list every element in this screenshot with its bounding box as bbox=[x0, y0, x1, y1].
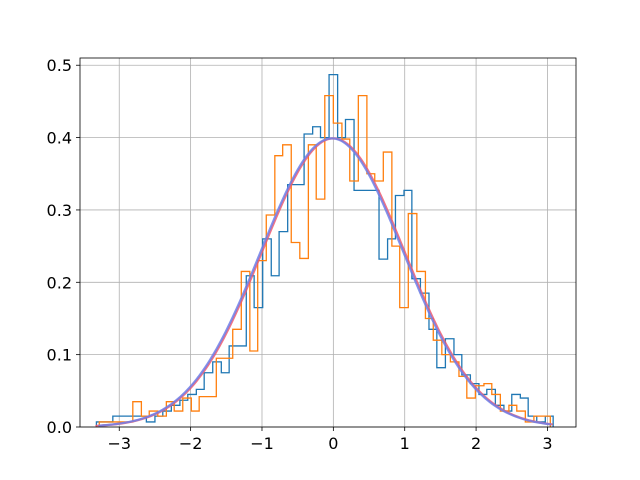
plot-frame bbox=[79, 57, 577, 428]
x-tick-label: 1 bbox=[400, 434, 410, 453]
y-tick-label: 0.0 bbox=[47, 418, 72, 437]
y-tick-label: 0.2 bbox=[47, 273, 72, 292]
y-tick-label: 0.5 bbox=[47, 56, 72, 75]
pdf-curve-3 bbox=[98, 137, 552, 427]
y-tick-label: 0.1 bbox=[47, 346, 72, 365]
x-tick-label: 0 bbox=[328, 434, 338, 453]
axis-layer: −3 −2 −1 0 1 2 3 0.0 0.1 0.2 0.3 0.4 0.5 bbox=[47, 56, 553, 453]
grid-layer bbox=[80, 58, 576, 428]
y-tick-label: 0.4 bbox=[47, 129, 72, 148]
x-tick-label: −2 bbox=[179, 434, 203, 453]
histogram-series-0 bbox=[95, 73, 554, 427]
x-tick-label: −1 bbox=[250, 434, 274, 453]
x-tick-label: 2 bbox=[471, 434, 481, 453]
x-tick-label: 3 bbox=[542, 434, 552, 453]
x-tick-label: −3 bbox=[107, 434, 131, 453]
series-layer bbox=[95, 73, 554, 427]
y-tick-label: 0.3 bbox=[47, 201, 72, 220]
